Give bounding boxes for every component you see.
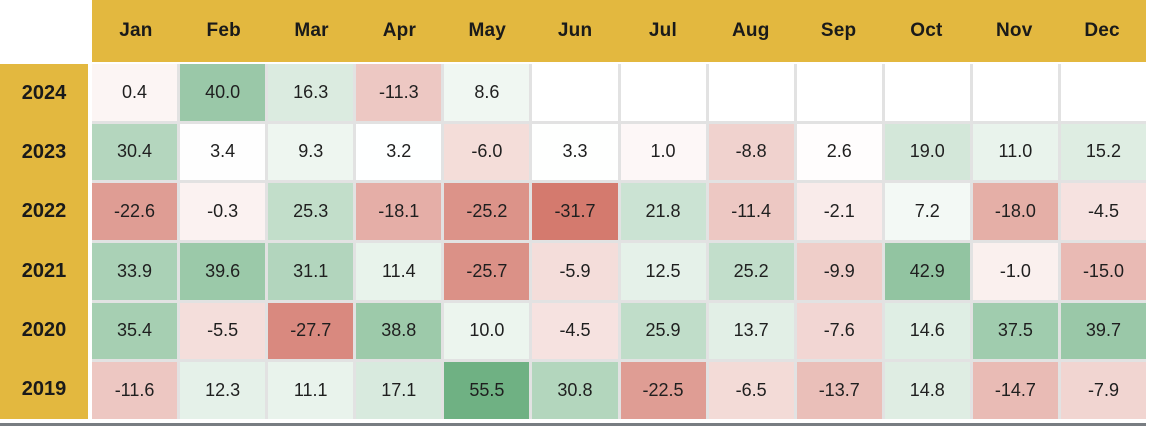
- month-header-feb: Feb: [206, 20, 241, 41]
- cell-2022-dec: -4.5: [1060, 183, 1146, 240]
- year-label-2019: 2019: [21, 377, 67, 400]
- cell-2022-feb: -0.3: [180, 183, 266, 240]
- cell-2020-mar: -27.7: [268, 302, 354, 360]
- cells-grid: 0.4 40.0 16.3 -11.3 8.6 30.4 3.4 9.3 3.2 -6.0 3.3 1…: [92, 64, 1146, 419]
- cell-2019-feb: 12.3: [180, 362, 266, 419]
- month-header-dec: Dec: [1084, 20, 1120, 41]
- cell-2019-jun: 30.8: [532, 362, 618, 419]
- cell-2020-apr: 38.8: [356, 302, 442, 360]
- cell-2019-oct: 14.8: [884, 362, 970, 419]
- cell-2022-nov: -18.0: [972, 183, 1058, 240]
- cell-2022-oct: 7.2: [884, 183, 970, 240]
- cell-2022-may: -25.2: [444, 183, 530, 240]
- cell-2019-may: 55.5: [444, 362, 530, 419]
- cell-2019-sep: -13.7: [796, 362, 882, 419]
- cell-2024-feb: 40.0: [180, 64, 266, 121]
- cell-2023-may: -6.0: [444, 123, 530, 181]
- cell-2021-oct: 42.9: [884, 243, 970, 300]
- cell-2023-jul: 1.0: [620, 123, 706, 181]
- cell-2024-dec: [1060, 64, 1146, 121]
- cell-2022-jan: -22.6: [92, 183, 178, 240]
- month-header-mar: Mar: [294, 20, 329, 41]
- heatmap-table: Jan Feb Mar Apr May Jun Jul Aug Sep Oct Nov Dec 202…: [0, 0, 1146, 419]
- cell-2023-jun: 3.3: [532, 123, 618, 181]
- cell-2019-jan: -11.6: [92, 362, 178, 419]
- cell-2023-dec: 15.2: [1060, 123, 1146, 181]
- cell-2021-feb: 39.6: [180, 243, 266, 300]
- cell-2019-aug: -6.5: [708, 362, 794, 419]
- cell-2023-mar: 9.3: [268, 123, 354, 181]
- cell-2024-may: 8.6: [444, 64, 530, 121]
- cell-2022-sep: -2.1: [796, 183, 882, 240]
- cell-2022-aug: -11.4: [708, 183, 794, 240]
- cell-2019-nov: -14.7: [972, 362, 1058, 419]
- cell-2019-apr: 17.1: [356, 362, 442, 419]
- cell-2020-dec: 39.7: [1060, 302, 1146, 360]
- cell-2021-mar: 31.1: [268, 243, 354, 300]
- year-column: 2024 2023 2022 2021 2020 2019: [0, 64, 88, 419]
- cell-2023-nov: 11.0: [972, 123, 1058, 181]
- month-header-may: May: [468, 20, 507, 41]
- cell-2021-aug: 25.2: [708, 243, 794, 300]
- cell-2020-nov: 37.5: [972, 302, 1058, 360]
- month-header-aug: Aug: [731, 20, 770, 41]
- cell-2021-jul: 12.5: [620, 243, 706, 300]
- cell-2019-jul: -22.5: [620, 362, 706, 419]
- cell-2021-may: -25.7: [444, 243, 530, 300]
- cell-2020-jan: 35.4: [92, 302, 178, 360]
- cell-2019-mar: 11.1: [268, 362, 354, 419]
- cell-2023-feb: 3.4: [180, 123, 266, 181]
- cell-2024-jul: [620, 64, 706, 121]
- cell-2024-oct: [884, 64, 970, 121]
- year-label-2023: 2023: [21, 141, 67, 164]
- bottom-divider: [0, 423, 1146, 426]
- month-header-jan: Jan: [119, 20, 153, 41]
- cell-2022-mar: 25.3: [268, 183, 354, 240]
- month-header-oct: Oct: [910, 20, 943, 41]
- cell-2020-jul: 25.9: [620, 302, 706, 360]
- cell-2024-jun: [532, 64, 618, 121]
- year-label-2021: 2021: [21, 259, 67, 282]
- month-header-apr: Apr: [382, 20, 417, 41]
- cell-2022-jun: -31.7: [532, 183, 618, 240]
- cell-2020-oct: 14.6: [884, 302, 970, 360]
- cell-2021-jun: -5.9: [532, 243, 618, 300]
- cell-2023-sep: 2.6: [796, 123, 882, 181]
- cell-2024-aug: [708, 64, 794, 121]
- year-label-2024: 2024: [21, 82, 67, 105]
- cell-2024-mar: 16.3: [268, 64, 354, 121]
- cell-2020-jun: -4.5: [532, 302, 618, 360]
- cell-2020-may: 10.0: [444, 302, 530, 360]
- cell-2019-dec: -7.9: [1060, 362, 1146, 419]
- month-header-jun: Jun: [557, 20, 593, 41]
- year-label-2022: 2022: [21, 200, 67, 223]
- cell-2024-apr: -11.3: [356, 64, 442, 121]
- cell-2021-apr: 11.4: [356, 243, 442, 300]
- cell-2021-sep: -9.9: [796, 243, 882, 300]
- cell-2024-jan: 0.4: [92, 64, 178, 121]
- cell-2022-apr: -18.1: [356, 183, 442, 240]
- cell-2020-aug: 13.7: [708, 302, 794, 360]
- month-header-nov: Nov: [995, 20, 1033, 41]
- cell-2023-oct: 19.0: [884, 123, 970, 181]
- cell-2020-sep: -7.6: [796, 302, 882, 360]
- cell-2021-nov: -1.0: [972, 243, 1058, 300]
- cell-2023-aug: -8.8: [708, 123, 794, 181]
- cell-2023-jan: 30.4: [92, 123, 178, 181]
- month-header-row: Jan Feb Mar Apr May Jun Jul Aug Sep Oct Nov Dec: [92, 0, 1146, 62]
- cell-2021-dec: -15.0: [1060, 243, 1146, 300]
- cell-2024-sep: [796, 64, 882, 121]
- cell-2021-jan: 33.9: [92, 243, 178, 300]
- cell-2020-feb: -5.5: [180, 302, 266, 360]
- month-header-jul: Jul: [648, 20, 677, 41]
- cell-2022-jul: 21.8: [620, 183, 706, 240]
- corner-cell: [0, 0, 88, 62]
- year-label-2020: 2020: [21, 318, 67, 341]
- cell-2024-nov: [972, 64, 1058, 121]
- month-header-sep: Sep: [820, 20, 857, 41]
- cell-2023-apr: 3.2: [356, 123, 442, 181]
